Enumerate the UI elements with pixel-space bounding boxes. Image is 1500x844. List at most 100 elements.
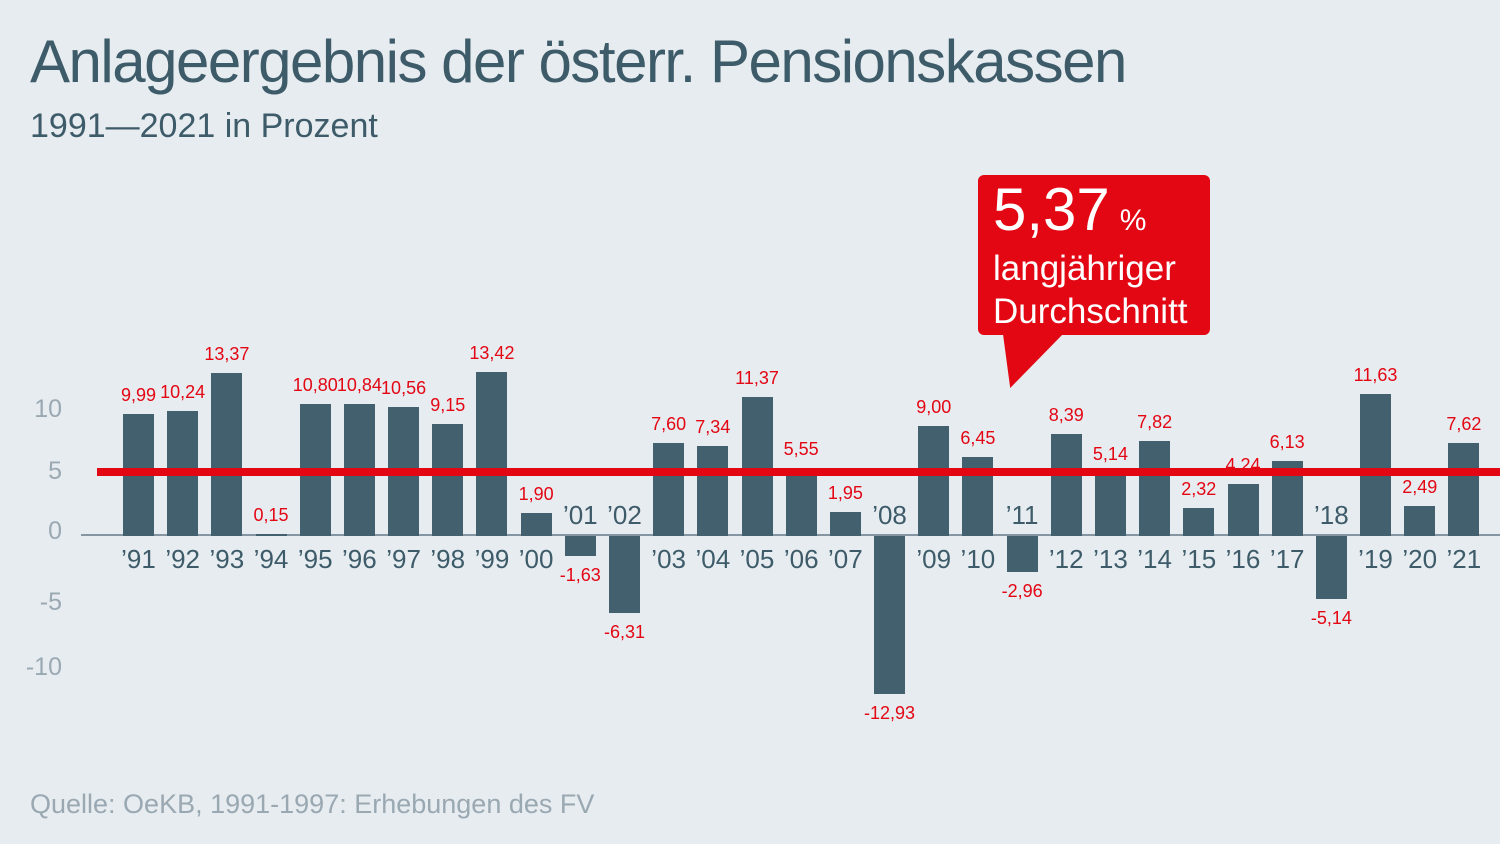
- bar: [697, 446, 729, 536]
- bar-year-label: ’06: [783, 544, 819, 574]
- bar: [432, 424, 464, 536]
- bar-value-label: 2,32: [1181, 478, 1217, 499]
- bar-value-label: 13,37: [204, 343, 250, 364]
- bar-year-label: ’21: [1446, 544, 1482, 574]
- bar-value-label: 10,80: [292, 375, 338, 396]
- bar: [564, 536, 596, 556]
- page-title: Anlageergebnis der österr. Pensionskasse…: [30, 28, 1127, 95]
- bar-value-label: 1,95: [827, 483, 863, 504]
- average-callout-bubble: 5,37% langjähriger Durchschnitt: [978, 175, 1210, 335]
- bar: [785, 468, 817, 536]
- bar: [1050, 433, 1082, 536]
- callout-label-line1: langjähriger: [993, 249, 1176, 288]
- bar-value-label: 9,15: [430, 395, 466, 416]
- bar-year-label: ’02: [607, 500, 642, 530]
- bar-year-label: ’93: [209, 544, 245, 574]
- bar: [653, 443, 685, 536]
- bar-value-label: 9,00: [916, 397, 952, 418]
- bar: [1360, 394, 1392, 536]
- bar-value-label: 10,24: [160, 382, 206, 403]
- bar-year-label: ’12: [1048, 544, 1084, 574]
- bar-year-label: ’19: [1358, 544, 1393, 574]
- bar-year-label: ’11: [1005, 500, 1039, 530]
- percent-sign: %: [1119, 204, 1147, 237]
- bar-year-label: ’95: [297, 544, 333, 574]
- bar-year-label: ’98: [430, 544, 466, 574]
- bar-value-label: 11,37: [735, 368, 779, 389]
- callout-value: 5,37: [993, 176, 1110, 243]
- bar-year-label: ’00: [518, 544, 554, 574]
- bar-value-label: 6,45: [960, 428, 996, 449]
- bar-value-label: 0,15: [253, 505, 289, 525]
- bar-year-label: ’10: [960, 544, 996, 574]
- callout-tail-pointer: [1003, 334, 1063, 388]
- bar-value-label: 5,14: [1092, 444, 1128, 465]
- bar-value-label: 7,34: [695, 417, 731, 438]
- bar-value-label: 10,84: [336, 374, 382, 395]
- bar-value-label: 2,49: [1402, 476, 1438, 497]
- bar-value-label: 7,60: [651, 414, 687, 435]
- bar-year-label: ’18: [1314, 500, 1349, 530]
- bar-value-label: 5,55: [783, 439, 819, 460]
- bar-year-label: ’13: [1093, 544, 1128, 574]
- bar-value-label: -12,93: [864, 702, 916, 723]
- bar: [520, 512, 552, 536]
- bar-value-label: 11,63: [1353, 365, 1398, 386]
- source-note: Quelle: OeKB, 1991-1997: Erhebungen des …: [30, 789, 595, 819]
- bar: [211, 372, 243, 536]
- bar-value-label: -5,14: [1310, 607, 1352, 628]
- bar-year-label: ’08: [872, 500, 907, 530]
- bar-year-label: ’05: [739, 544, 775, 574]
- bar: [829, 512, 861, 536]
- bar-year-label: ’99: [474, 544, 510, 574]
- bar-value-label: 10,56: [381, 378, 427, 399]
- bar-value-label: -1,63: [559, 564, 601, 585]
- bar-year-label: ’01: [562, 500, 598, 530]
- bar-year-label: ’16: [1225, 544, 1261, 574]
- y-axis-tick-label: 10: [34, 395, 62, 423]
- page-subtitle: 1991—2021 in Prozent: [30, 107, 378, 145]
- bar-year-label: ’20: [1402, 544, 1438, 574]
- bar-year-label: ’94: [253, 544, 289, 574]
- bar: [874, 536, 906, 694]
- bar: [476, 372, 508, 536]
- bar: [1183, 507, 1215, 536]
- bar: [255, 534, 287, 536]
- bar-value-label: -2,96: [1001, 581, 1043, 602]
- bar: [741, 397, 773, 536]
- bar-year-label: ’91: [121, 544, 156, 574]
- y-axis-tick-label: 5: [48, 457, 62, 485]
- callout-label-line2: Durchschnitt: [993, 292, 1188, 331]
- y-axis-tick-label: 0: [48, 517, 62, 545]
- bar-value-label: 1,90: [518, 483, 554, 504]
- bar-value-label: 8,39: [1048, 404, 1084, 425]
- bar-year-label: ’04: [695, 544, 731, 574]
- bar: [1006, 536, 1038, 573]
- bar-year-label: ’96: [342, 544, 377, 574]
- bar: [1315, 536, 1347, 599]
- bar-year-label: ’97: [386, 544, 421, 574]
- bar-value-label: 7,62: [1446, 414, 1482, 435]
- bar: [918, 426, 950, 536]
- bar: [1094, 473, 1126, 536]
- bar-value-label: -6,31: [603, 621, 645, 642]
- bar-value-label: 9,99: [120, 385, 157, 406]
- bar-value-label: 7,82: [1137, 411, 1173, 432]
- y-axis-tick-label: -10: [25, 653, 62, 681]
- bar-year-label: ’14: [1137, 544, 1172, 574]
- bar-value-label: 13,42: [469, 343, 515, 364]
- bar-year-label: ’03: [651, 544, 686, 574]
- bar: [1139, 440, 1171, 536]
- callout-big-value: 5,37%: [993, 179, 1146, 252]
- bar-year-label: ’92: [165, 544, 201, 574]
- bar-year-label: ’15: [1181, 544, 1217, 574]
- bar: [608, 536, 640, 613]
- bar-year-label: ’07: [828, 544, 863, 574]
- bar: [1227, 484, 1259, 536]
- bar: [1448, 443, 1480, 536]
- bar: [1404, 505, 1436, 536]
- bar-value-label: 6,13: [1269, 432, 1305, 453]
- average-reference-line: [97, 468, 1500, 476]
- bar-year-label: ’09: [916, 544, 952, 574]
